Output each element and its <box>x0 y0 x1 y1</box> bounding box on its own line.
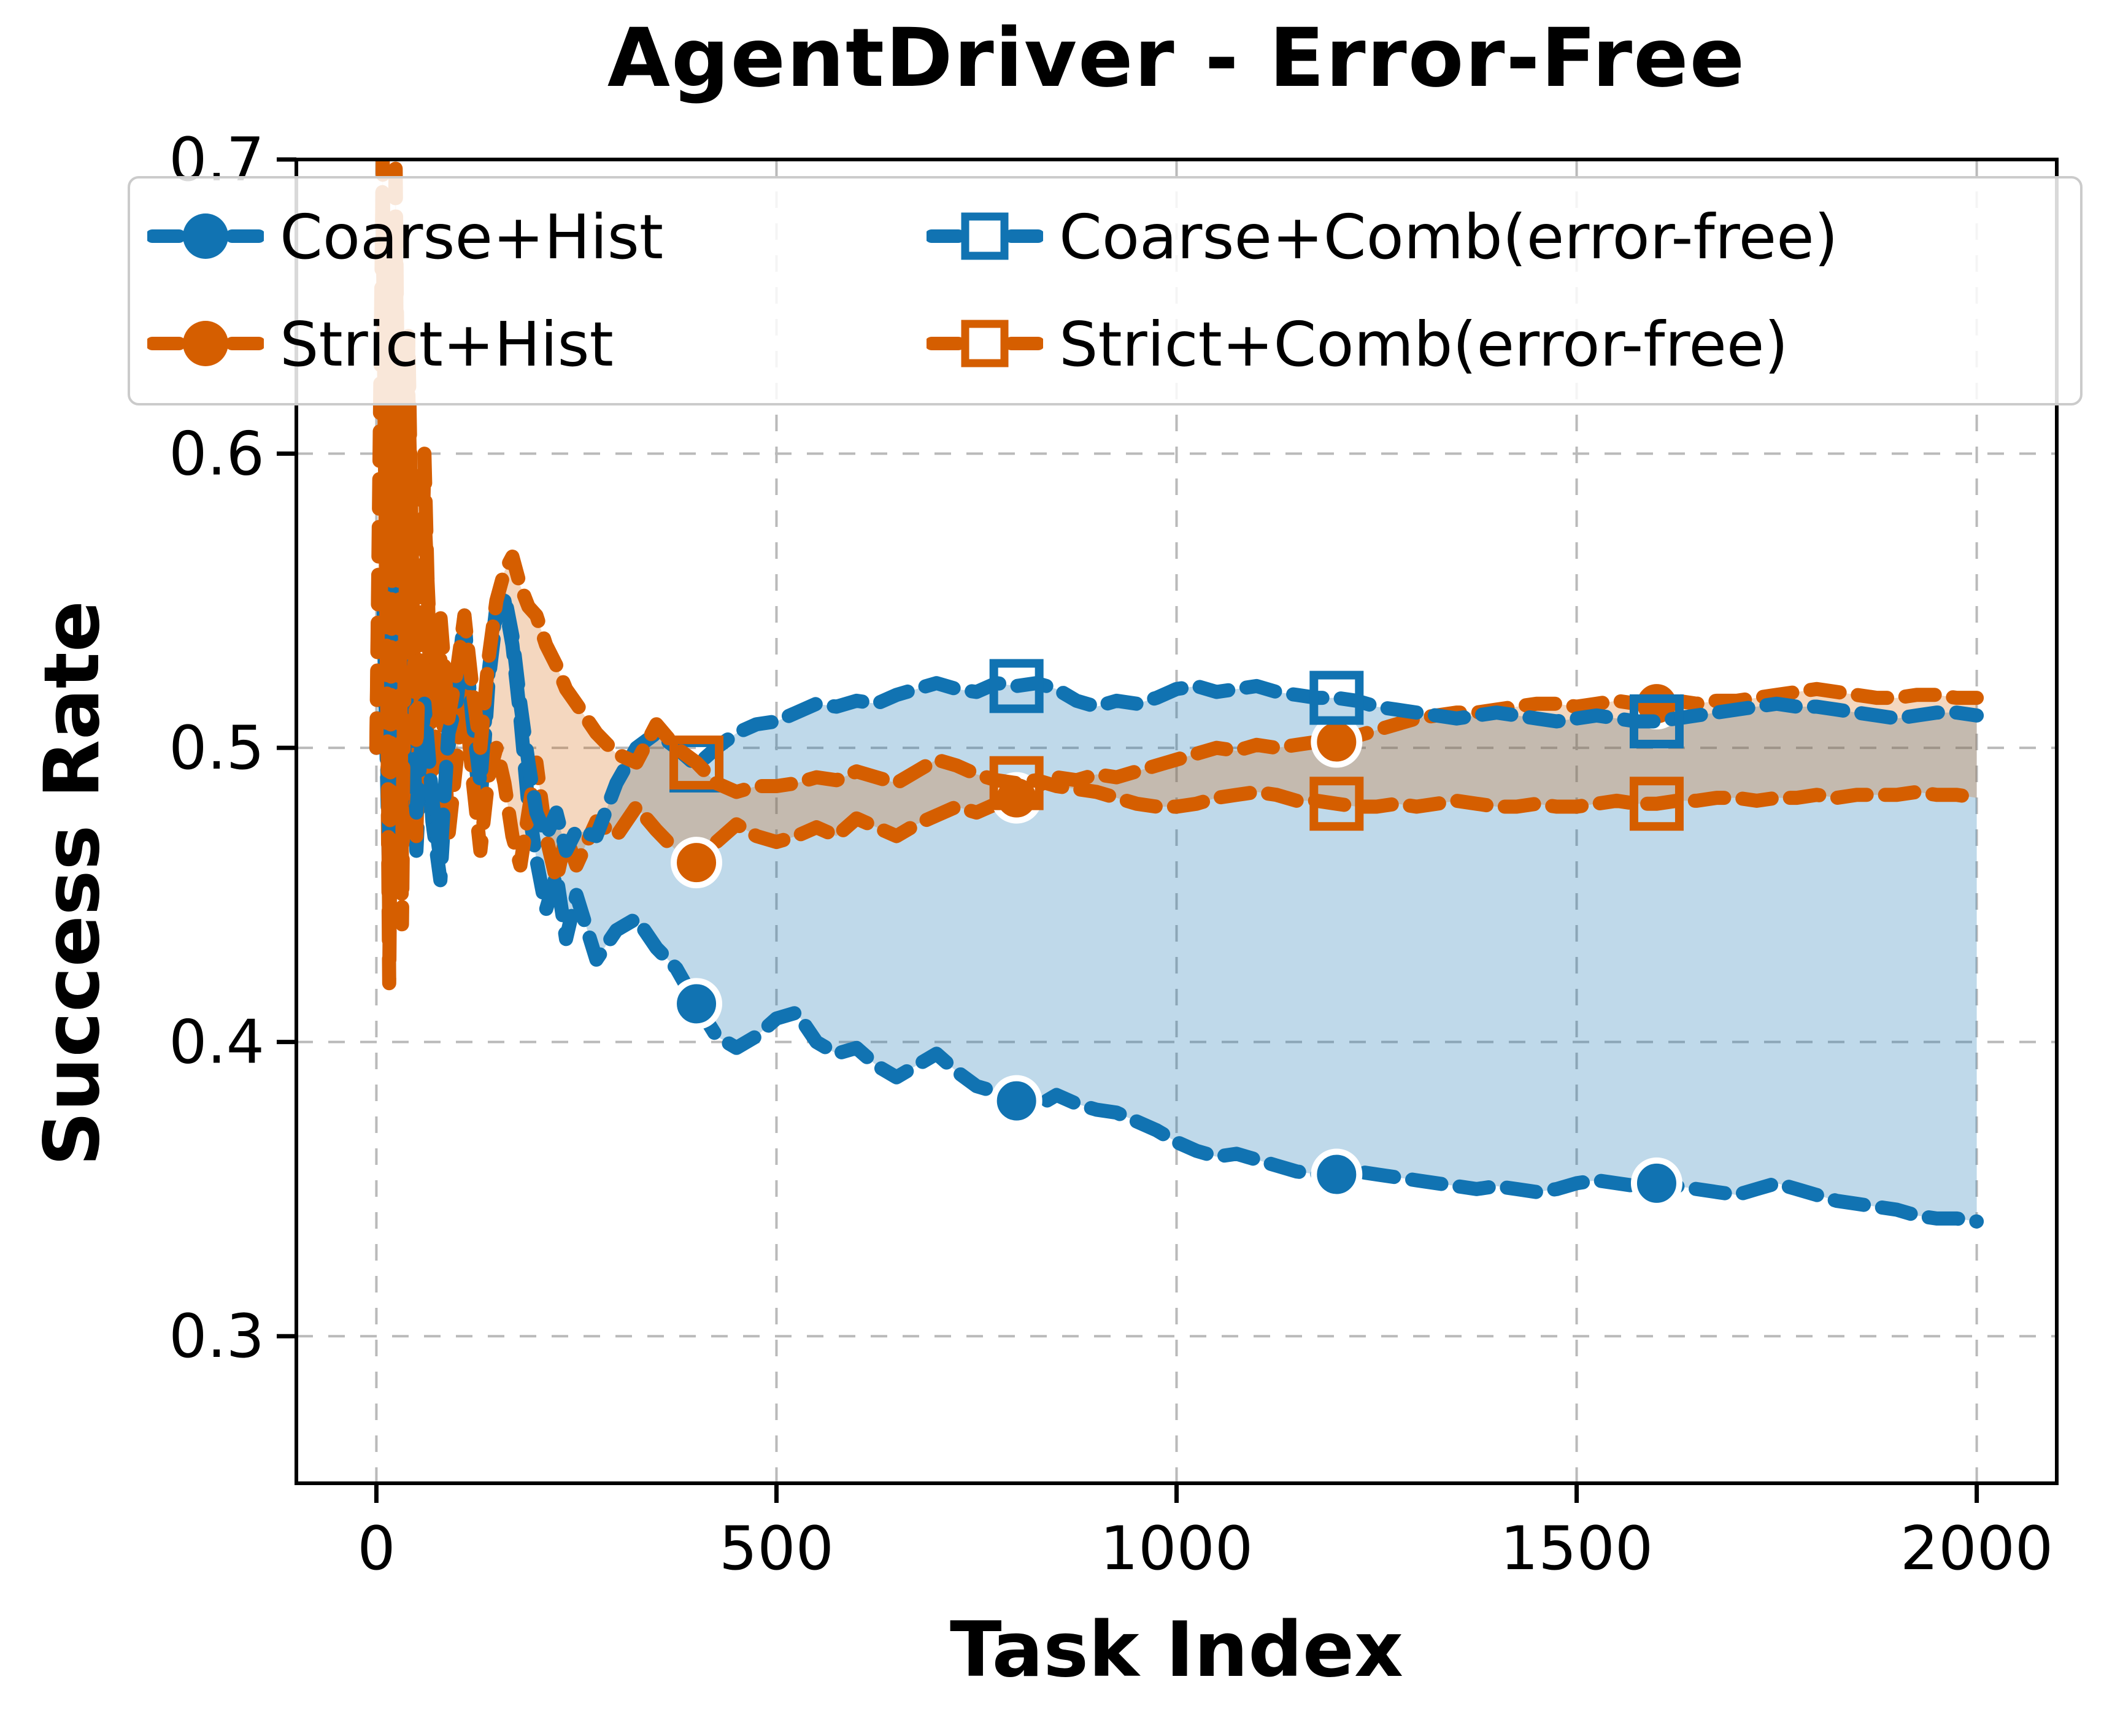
svg-text:0: 0 <box>357 1514 395 1584</box>
legend-item-strict-comb: Strict+Comb(error-free) <box>925 308 2074 380</box>
legend-item-coarse-comb: Coarse+Comb(error-free) <box>925 201 2074 273</box>
legend-marker-orange-circle-icon <box>145 312 266 378</box>
legend-marker-blue-circle-icon <box>145 204 266 271</box>
svg-text:500: 500 <box>719 1514 834 1584</box>
svg-text:0.3: 0.3 <box>169 1302 264 1372</box>
legend-label: Strict+Comb(error-free) <box>1059 308 1789 380</box>
svg-text:2000: 2000 <box>1900 1514 2053 1584</box>
x-axis-label: Task Index <box>950 1606 1403 1694</box>
legend-label: Coarse+Hist <box>280 201 664 273</box>
svg-text:1000: 1000 <box>1100 1514 1253 1584</box>
y-axis-label: Success Rate <box>28 600 117 1167</box>
svg-text:0.6: 0.6 <box>169 420 264 490</box>
legend-marker-orange-square-icon <box>925 312 1045 378</box>
legend-item-coarse-hist: Coarse+Hist <box>145 201 927 273</box>
svg-text:1500: 1500 <box>1500 1514 1653 1584</box>
legend-label: Strict+Hist <box>280 308 614 380</box>
svg-text:0.4: 0.4 <box>169 1008 264 1078</box>
svg-text:0.5: 0.5 <box>169 713 264 783</box>
legend-label: Coarse+Comb(error-free) <box>1059 201 1838 273</box>
legend-marker-blue-square-icon <box>925 204 1045 271</box>
chart-title: AgentDriver - Error-Free <box>607 11 1746 106</box>
legend-item-strict-hist: Strict+Hist <box>145 308 927 380</box>
legend: Coarse+Hist Strict+Hist Coarse+Comb(erro… <box>128 176 2083 405</box>
